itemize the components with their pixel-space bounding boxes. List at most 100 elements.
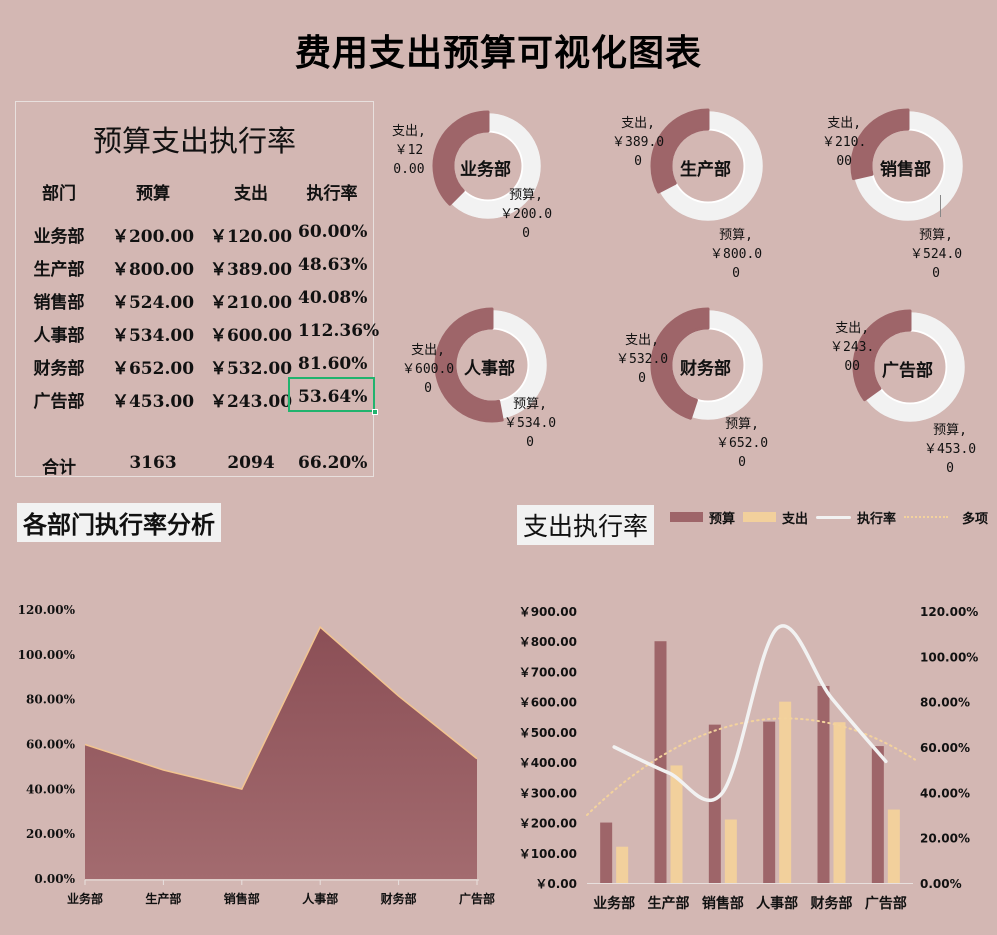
header-dept: 部门 [42, 184, 76, 204]
cell[interactable]: 合计 [42, 458, 76, 478]
svg-text:￥400.00: ￥400.00 [519, 756, 577, 770]
svg-text:80.00%: 80.00% [26, 693, 76, 707]
svg-text:20.00%: 20.00% [920, 832, 970, 846]
svg-text:100.00%: 100.00% [920, 650, 978, 664]
svg-text:￥700.00: ￥700.00 [519, 665, 577, 679]
donut-center-label: 生产部 [680, 160, 731, 180]
cell[interactable]: 3163 [129, 453, 177, 473]
cell[interactable]: ￥389.00 [209, 260, 293, 280]
page-title: 费用支出预算可视化图表 [294, 33, 702, 74]
legend-item-budget[interactable]: 预算 [670, 508, 735, 527]
cell[interactable]: 2094 [227, 453, 275, 473]
svg-text:￥800.00: ￥800.00 [519, 635, 577, 649]
cell[interactable]: 广告部 [33, 392, 85, 412]
spend-data-label: 支出, ￥600.0 0 [402, 343, 455, 396]
donut-center-label: 人事部 [464, 359, 515, 379]
table-row: 业务部 ￥200.00 ￥120.00 60.00% [16, 222, 373, 248]
cell[interactable]: 业务部 [33, 227, 85, 247]
svg-text:20.00%: 20.00% [26, 827, 76, 841]
cell[interactable]: ￥453.00 [111, 392, 195, 412]
cell[interactable]: 财务部 [33, 359, 85, 379]
cell[interactable]: ￥210.00 [209, 293, 293, 313]
donut-center-label: 广告部 [882, 361, 933, 381]
cell[interactable]: 53.64% [298, 387, 368, 407]
svg-text:￥500.00: ￥500.00 [519, 726, 577, 740]
svg-text:生产部: 生产部 [648, 895, 690, 912]
budget-spend-combo-chart[interactable]: ￥0.00 ￥100.00 ￥200.00 ￥300.00 ￥400.00 ￥500.00… [505, 590, 997, 920]
cell[interactable]: 48.63% [298, 255, 368, 275]
donut-chart-3[interactable]: 销售部 支出, ￥210. 00 预算, ￥524.0 0 [800, 100, 997, 290]
execution-rate-area-chart[interactable]: 0.00% 20.00% 40.00% 60.00% 80.00% 100.00% 120.… [0, 590, 500, 920]
cell[interactable]: ￥800.00 [111, 260, 195, 280]
cell[interactable]: 81.60% [298, 354, 368, 374]
svg-text:业务部: 业务部 [67, 891, 103, 906]
donut-center-label: 销售部 [880, 160, 931, 180]
table-total-row: 合计 3163 2094 66.20% [16, 453, 373, 479]
table-title: 预算支出执行率 [92, 124, 296, 158]
svg-text:0.00%: 0.00% [920, 877, 962, 891]
svg-text:60.00%: 60.00% [920, 741, 970, 755]
donut-chart-6[interactable]: 广告部 支出, ￥243. 00 预算, ￥453.0 0 [800, 295, 997, 485]
leader-line [940, 195, 941, 217]
cell[interactable]: ￥534.00 [111, 326, 195, 346]
spend-swatch-icon [743, 512, 777, 522]
cell[interactable]: ￥532.00 [209, 359, 293, 379]
cell[interactable]: 66.20% [298, 453, 368, 473]
donut-chart-4[interactable]: 人事部 支出, ￥600.0 0 预算, ￥534.0 0 [390, 295, 590, 485]
legend-item-spend[interactable]: 支出 [743, 508, 808, 527]
svg-text:￥900.00: ￥900.00 [519, 605, 577, 619]
cell[interactable]: 销售部 [33, 293, 85, 313]
budget-swatch-icon [670, 512, 703, 522]
header-rate: 执行率 [306, 184, 358, 204]
cell[interactable]: ￥120.00 [209, 227, 293, 247]
cell[interactable]: 112.36% [298, 321, 380, 341]
cell[interactable]: ￥652.00 [111, 359, 195, 379]
combo-chart-legend: 预算 支出 执行率 多项 [670, 507, 996, 527]
budget-data-label: 预算, ￥453.0 0 [924, 423, 977, 476]
cell[interactable]: 40.08% [298, 288, 368, 308]
svg-text:人事部: 人事部 [302, 891, 338, 906]
cell[interactable]: 生产部 [33, 260, 85, 280]
svg-text:80.00%: 80.00% [920, 696, 970, 710]
svg-text:￥300.00: ￥300.00 [519, 786, 577, 800]
trend-dotted-line-icon [904, 516, 949, 518]
budget-data-label: 预算, ￥652.0 0 [716, 417, 769, 470]
table-row: 生产部 ￥800.00 ￥389.00 48.63% [16, 255, 373, 281]
budget-data-label: 预算, ￥534.0 0 [504, 397, 557, 450]
table-row: 人事部 ￥534.00 ￥600.00 112.36% [16, 321, 380, 347]
cell[interactable]: 人事部 [33, 326, 85, 346]
spend-data-label: 支出, ￥12 0.00 [392, 124, 426, 177]
combo-chart-title: 支出执行率 [517, 505, 655, 545]
cell[interactable]: ￥243.00 [209, 392, 293, 412]
svg-text:广告部: 广告部 [865, 895, 907, 912]
donut-chart-1[interactable]: 业务部 支出, ￥12 0.00 预算, ￥200.0 0 [390, 100, 590, 290]
budget-execution-table: 预算支出执行率 部门 预算 支出 执行率 业务部 ￥200.00 ￥120.00… [15, 101, 380, 479]
svg-text:生产部: 生产部 [145, 891, 181, 906]
legend-item-trend[interactable]: 多项 [904, 508, 988, 527]
cell[interactable]: ￥524.00 [111, 293, 195, 313]
donut-chart-5[interactable]: 财务部 支出, ￥532.0 0 预算, ￥652.0 0 [600, 295, 800, 485]
table-row: 销售部 ￥524.00 ￥210.00 40.08% [16, 288, 373, 314]
svg-text:￥600.00: ￥600.00 [519, 696, 577, 710]
legend-label: 支出 [782, 511, 809, 527]
svg-text:￥100.00: ￥100.00 [519, 847, 577, 861]
svg-text:40.00%: 40.00% [920, 786, 970, 800]
svg-text:财务部: 财务部 [810, 895, 853, 912]
svg-text:人事部: 人事部 [756, 895, 798, 912]
svg-text:100.00%: 100.00% [18, 648, 76, 662]
cell[interactable]: ￥600.00 [209, 326, 293, 346]
legend-item-rate[interactable]: 执行率 [816, 508, 896, 527]
table-row: 广告部 ￥453.00 ￥243.00 53.64% [16, 387, 373, 413]
fill-handle[interactable] [372, 409, 378, 415]
table-header-row: 部门 预算 支出 执行率 [16, 179, 373, 205]
selected-cell-outline[interactable] [288, 377, 378, 415]
svg-text:40.00%: 40.00% [26, 782, 76, 796]
cell[interactable]: ￥200.00 [111, 227, 195, 247]
donut-chart-2[interactable]: 生产部 支出, ￥389.0 0 预算, ￥800.0 0 [600, 100, 800, 290]
legend-label: 预算 [709, 511, 736, 527]
header-budget: 预算 [136, 184, 170, 204]
cell[interactable]: 60.00% [298, 222, 368, 242]
legend-label: 执行率 [857, 511, 897, 527]
spend-data-label: 支出, ￥389.0 0 [612, 116, 665, 169]
budget-data-label: 预算, ￥800.0 0 [710, 228, 763, 281]
